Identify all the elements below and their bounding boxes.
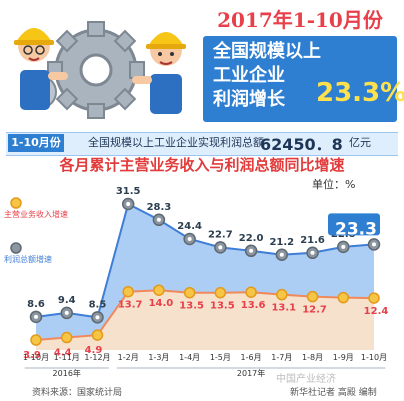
x-tick-label: 1-5月 — [210, 353, 231, 362]
workers-illustration — [14, 21, 186, 119]
revenue-value-label: 12.4 — [364, 306, 389, 317]
headline-box — [203, 36, 397, 122]
watermark: 中国产业经济 — [276, 374, 336, 385]
profit-value-label: 31.5 — [116, 186, 141, 197]
revenue-value-label: 4.4 — [54, 348, 72, 359]
profit-point-hole — [34, 314, 38, 319]
x-tick-label: 1-10月 — [23, 353, 49, 362]
chart-title: 各月累计主营业务收入与利润总额同比增速 — [59, 156, 345, 174]
profit-value-label: 8.6 — [27, 299, 45, 310]
summary-unit: 亿元 — [349, 136, 371, 149]
headline-line-1: 全国规模以上 — [213, 41, 321, 62]
profit-point-hole — [341, 244, 346, 249]
revenue-point — [30, 334, 42, 346]
profit-highlight-box — [328, 213, 380, 236]
profit-point-hole — [156, 217, 161, 222]
revenue-point — [214, 286, 227, 299]
year-title: 2017年1-10月份 — [217, 8, 383, 32]
source-note: 资料来源：国家统计局 — [32, 388, 123, 398]
revenue-point — [153, 284, 165, 296]
profit-legend-icon — [10, 242, 22, 254]
profit-point-hole — [95, 315, 100, 320]
x-tick-label: 1-9月 — [333, 353, 354, 362]
x-tick-label: 1-6月 — [241, 353, 262, 362]
profit-point-hole — [279, 252, 284, 257]
revenue-value-label: 3.9 — [23, 350, 41, 361]
revenue-point — [337, 291, 350, 304]
profit-point-hole — [218, 245, 223, 250]
profit-value-label: 22.7 — [208, 229, 233, 240]
headline-line-2: 工业企业 — [213, 65, 285, 86]
x-tick-label: 1-12月 — [84, 353, 110, 362]
worker-left-icon — [14, 28, 68, 110]
legend-label: 利润总额增速 — [4, 254, 52, 264]
unit-label: 单位：% — [312, 178, 356, 191]
summary-band — [6, 132, 398, 156]
profit-value-label: 22.0 — [239, 233, 264, 244]
profit-value-label: 8.5 — [89, 299, 107, 310]
profit-value-label: 24.4 — [177, 221, 202, 232]
revenue-point — [306, 290, 319, 303]
revenue-point — [91, 329, 104, 341]
profit-point-hole — [372, 242, 376, 247]
profit-value-label: 28.3 — [147, 202, 172, 213]
revenue-area — [36, 290, 374, 350]
x-tick-label: 1-10月 — [361, 353, 387, 362]
x-tick-label: 1-4月 — [179, 353, 200, 362]
revenue-value-label: 13.5 — [210, 301, 235, 312]
revenue-value-label: 14.0 — [149, 298, 174, 309]
worker-right-icon — [132, 32, 186, 114]
revenue-point — [183, 286, 196, 299]
summary-value: 62450．8 — [260, 135, 343, 154]
profit-point-hole — [187, 236, 192, 241]
x-tick-label: 1-8月 — [302, 353, 323, 362]
revenue-value-label: 13.7 — [118, 300, 143, 311]
profit-value-label: 9.4 — [58, 295, 76, 306]
revenue-point — [368, 292, 380, 304]
revenue-value-label: 13.6 — [241, 300, 266, 311]
revenue-value-label: 4.9 — [85, 345, 103, 356]
period-tag: 1-10月份 — [8, 134, 64, 152]
revenue-value-label: 13.5 — [179, 301, 204, 312]
revenue-legend-icon — [10, 197, 22, 209]
legend-label: 主营业务收入增速 — [4, 209, 68, 219]
credit-note: 新华社记者 高殿 编制 — [290, 388, 377, 398]
year-group-label: 2016年 — [53, 368, 81, 378]
year-group-label: 2017年 — [237, 368, 265, 378]
profit-value-label: 21.2 — [269, 237, 294, 248]
revenue-point — [245, 286, 257, 298]
summary-description: 全国规模以上工业企业实现利润总额 — [88, 136, 264, 149]
x-tick-label: 1-7月 — [271, 353, 292, 362]
revenue-value-label: 12.7 — [302, 305, 327, 316]
profit-value-label: 21.6 — [300, 235, 325, 246]
revenue-point — [276, 288, 288, 301]
revenue-point — [122, 285, 134, 298]
x-tick-label: 1-2月 — [118, 353, 139, 362]
profit-point-hole — [249, 248, 254, 253]
profit-value-label: 23.3 — [335, 219, 377, 239]
x-tick-label: 1-3月 — [148, 353, 169, 362]
profit-point-hole — [64, 310, 69, 315]
large-gear-icon — [47, 21, 145, 119]
profit-point-hole — [126, 202, 131, 206]
profit-point-hole — [310, 250, 315, 255]
x-tick-label: 1-11月 — [54, 353, 80, 362]
revenue-point — [60, 331, 73, 344]
headline-percent: 23.3% — [316, 78, 404, 108]
headline-line-3: 利润增长 — [213, 89, 285, 110]
revenue-value-label: 13.1 — [271, 303, 296, 314]
